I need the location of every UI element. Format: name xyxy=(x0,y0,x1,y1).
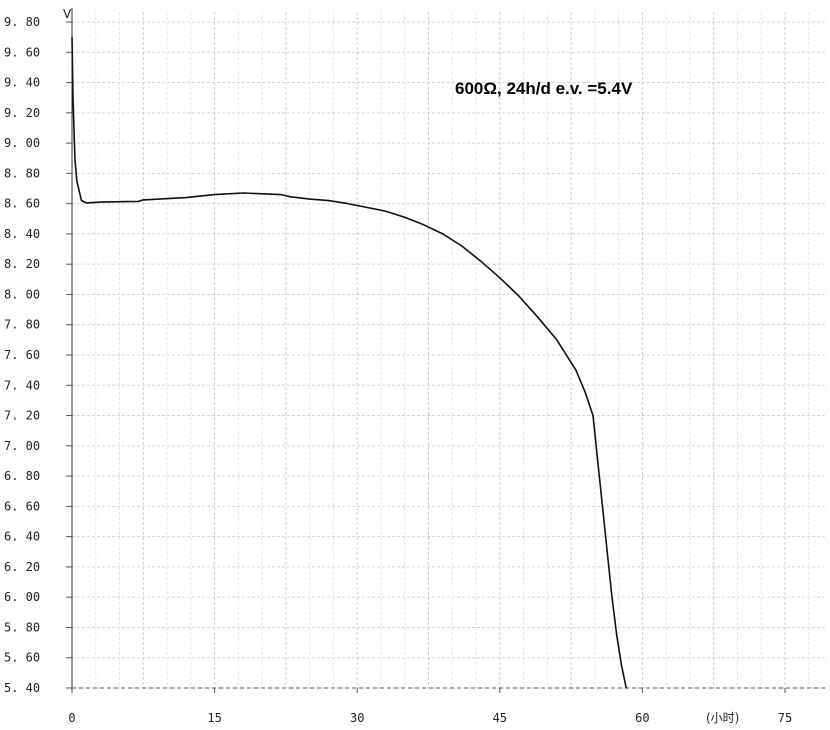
y-tick-label: 9. 80 xyxy=(4,15,40,29)
y-tick-label: 5. 60 xyxy=(4,651,40,665)
data-point xyxy=(423,224,425,226)
data-point xyxy=(404,216,406,218)
data-point xyxy=(537,316,539,318)
data-point xyxy=(328,200,330,202)
data-point xyxy=(99,201,102,203)
data-point xyxy=(309,198,311,200)
y-tick-label: 5. 40 xyxy=(4,681,40,695)
data-point xyxy=(199,195,201,197)
labels: 9. 80 9. 60 9. 40 9. 20 9. 00 8. 80 8. 60 8. 40… xyxy=(4,15,792,725)
x-tick-label: 0 xyxy=(68,711,75,725)
x-tick-label: 45 xyxy=(493,711,507,725)
data-point xyxy=(280,194,282,196)
data-point xyxy=(76,180,78,182)
data-point xyxy=(606,551,608,553)
y-tick-label: 8. 00 xyxy=(4,287,40,301)
y-tick-label: 6. 80 xyxy=(4,469,40,483)
data-point xyxy=(625,687,627,689)
data-point xyxy=(85,202,87,204)
y-tick-label: 6. 60 xyxy=(4,499,40,513)
y-tick-label: 6. 20 xyxy=(4,560,40,574)
series-layer xyxy=(71,36,627,689)
data-point xyxy=(74,157,76,159)
data-point xyxy=(185,197,187,199)
data-point xyxy=(214,194,216,196)
data-point xyxy=(385,210,387,212)
chart-annotation: 600Ω, 24h/d e.v. =5.4V xyxy=(455,79,633,98)
data-point xyxy=(620,664,623,666)
x-axis-label: (小时) xyxy=(706,711,739,725)
y-axis-label: V xyxy=(63,7,72,21)
y-tick-label: 6. 40 xyxy=(4,530,40,544)
y-tick-label: 7. 00 xyxy=(4,439,40,453)
data-point xyxy=(242,192,244,194)
data-point xyxy=(556,339,558,341)
x-tick-label: 75 xyxy=(778,711,792,725)
x-tick-label: 30 xyxy=(350,711,364,725)
data-point xyxy=(616,634,618,636)
data-point xyxy=(347,203,349,205)
data-point xyxy=(442,233,444,235)
data-point xyxy=(72,97,74,99)
y-tick-label: 8. 20 xyxy=(4,257,40,271)
x-tick-label: 15 xyxy=(207,711,221,725)
grid xyxy=(71,12,825,689)
y-tick-label: 9. 00 xyxy=(4,136,40,150)
y-tick-label: 6. 00 xyxy=(4,590,40,604)
data-point xyxy=(592,414,594,417)
data-point xyxy=(584,392,587,394)
y-tick-label: 7. 40 xyxy=(4,378,40,392)
data-point xyxy=(518,295,520,297)
data-point xyxy=(597,460,599,462)
y-tick-label: 9. 60 xyxy=(4,45,40,59)
data-point xyxy=(575,369,577,371)
y-tick-label: 8. 60 xyxy=(4,197,40,211)
data-point xyxy=(142,199,144,201)
data-point xyxy=(137,200,140,202)
data-point xyxy=(499,277,501,279)
data-point xyxy=(611,596,613,598)
data-point xyxy=(290,196,292,198)
data-point xyxy=(71,36,73,38)
data-point xyxy=(601,505,604,507)
y-tick-label: 8. 40 xyxy=(4,227,40,241)
data-point xyxy=(366,206,368,208)
data-point xyxy=(480,260,482,262)
y-tick-label: 9. 40 xyxy=(4,76,40,90)
y-tick-label: 7. 20 xyxy=(4,409,40,423)
series-line xyxy=(71,37,627,689)
y-tick-label: 8. 80 xyxy=(4,166,40,180)
axes xyxy=(66,8,786,693)
data-point xyxy=(461,245,463,247)
y-tick-label: 9. 20 xyxy=(4,106,40,120)
y-tick-label: 7. 60 xyxy=(4,348,40,362)
data-point xyxy=(80,200,83,202)
y-tick-label: 7. 80 xyxy=(4,318,40,332)
y-tick-label: 5. 80 xyxy=(4,620,40,634)
x-tick-label: 60 xyxy=(635,711,649,725)
